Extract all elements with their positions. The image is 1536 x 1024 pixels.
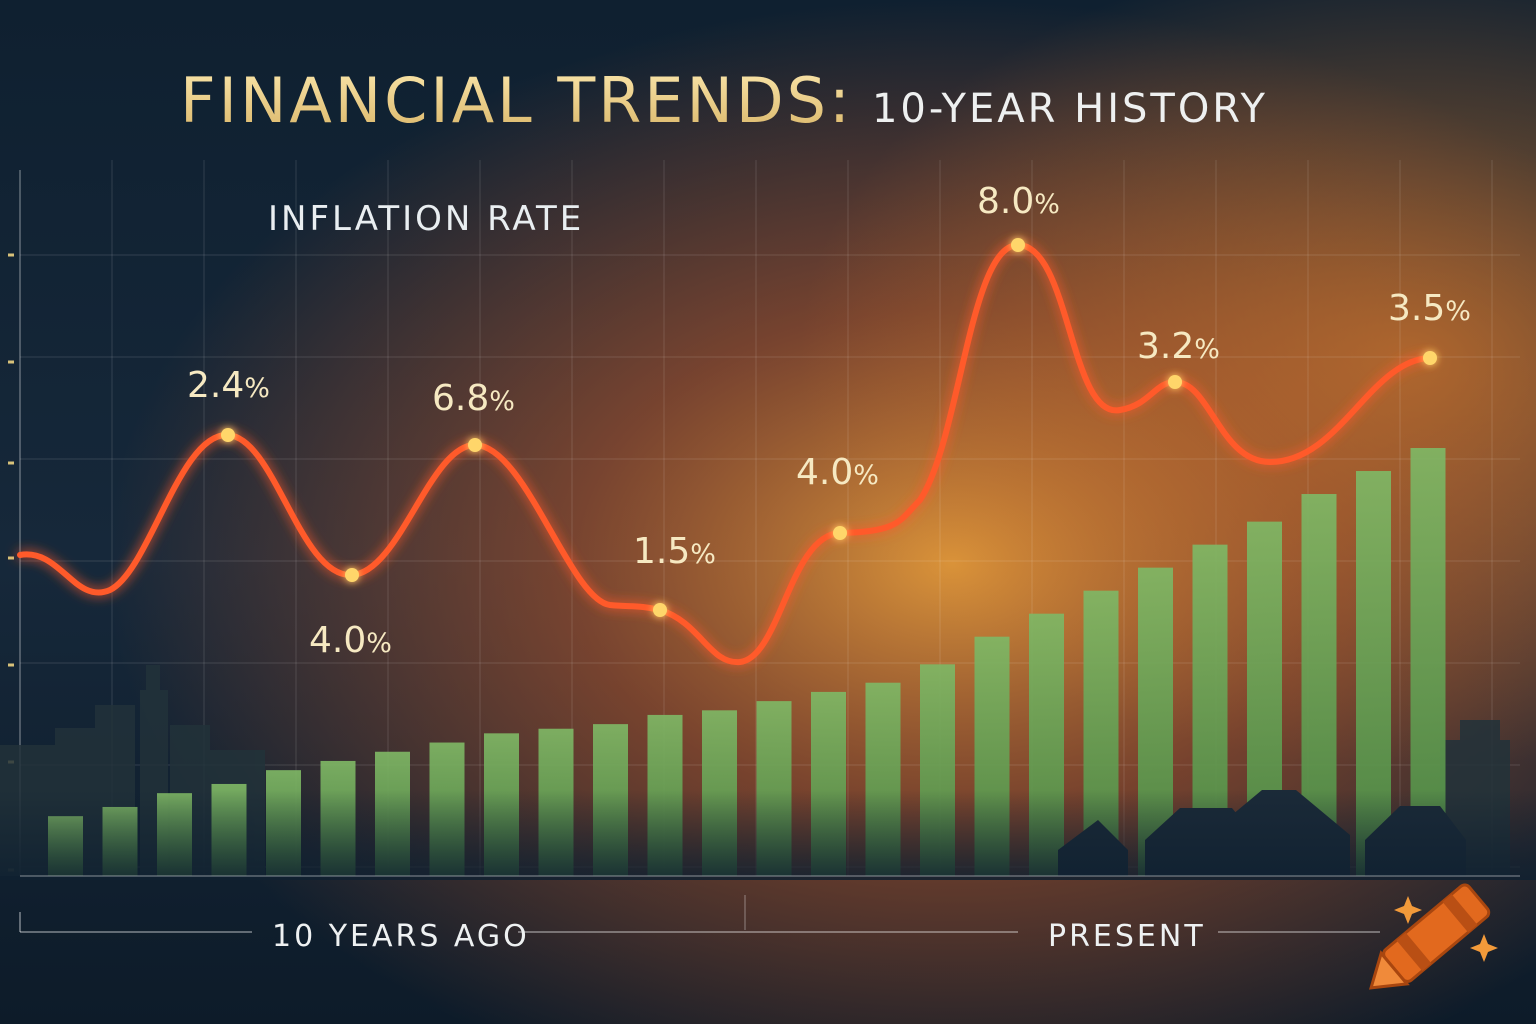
series-label: INFLATION RATE bbox=[268, 199, 584, 239]
data-point bbox=[345, 568, 359, 582]
data-label: 4.0% bbox=[796, 452, 879, 493]
title-sub: 10-YEAR HISTORY bbox=[872, 86, 1268, 132]
data-point bbox=[468, 438, 482, 452]
data-point bbox=[653, 603, 667, 617]
data-point bbox=[1423, 351, 1437, 365]
data-point bbox=[221, 428, 235, 442]
data-point bbox=[1011, 238, 1025, 252]
data-label: 2.4% bbox=[187, 365, 270, 406]
crayon-icon bbox=[1368, 883, 1491, 990]
time-axis: 10 YEARS AGO PRESENT bbox=[19, 895, 1380, 954]
x-label-start: 10 YEARS AGO bbox=[272, 919, 530, 954]
data-labels: 2.4% 4.0% 6.8% 1.5% 4.0% 8.0% 3.2% 3.5% bbox=[187, 181, 1471, 661]
data-label: 6.8% bbox=[432, 378, 515, 419]
data-label: 3.2% bbox=[1137, 326, 1220, 367]
data-point bbox=[833, 526, 847, 540]
data-point bbox=[1168, 375, 1182, 389]
x-label-end: PRESENT bbox=[1048, 919, 1206, 954]
title-main: FINANCIAL TRENDS: bbox=[180, 64, 853, 137]
data-points bbox=[221, 238, 1437, 617]
inflation-line bbox=[17, 241, 1433, 666]
data-label: 1.5% bbox=[633, 531, 716, 572]
ground-fog bbox=[0, 790, 1536, 880]
data-label: 3.5% bbox=[1388, 288, 1471, 329]
data-label: 4.0% bbox=[309, 620, 392, 661]
data-label: 8.0% bbox=[977, 181, 1060, 222]
chart-title: FINANCIAL TRENDS: 10-YEAR HISTORY bbox=[180, 64, 1268, 137]
sparkle-icon bbox=[1394, 896, 1498, 962]
